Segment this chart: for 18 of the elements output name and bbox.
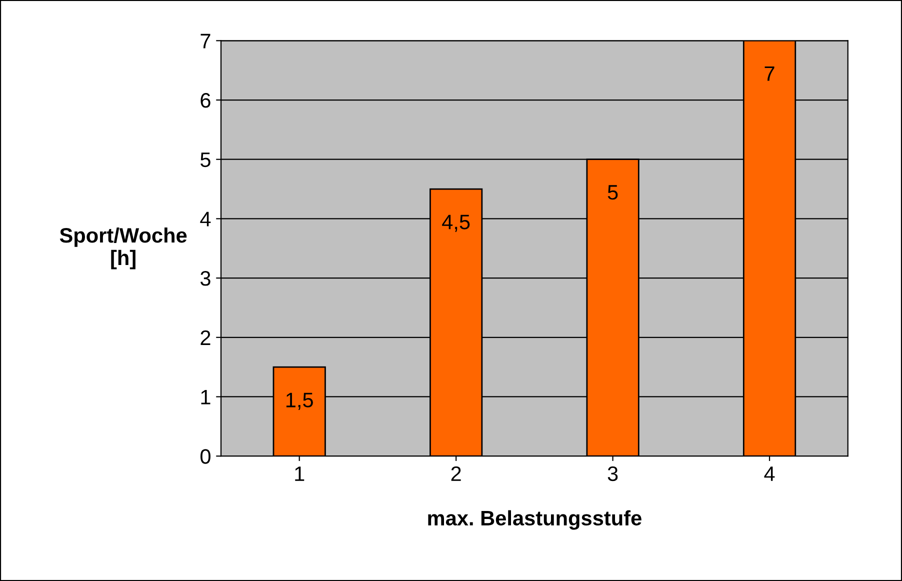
x-tick-label: 2 <box>451 466 461 481</box>
x-tick-label: 1 <box>295 466 304 481</box>
data-label: 5 <box>608 185 618 200</box>
y-tick-label: 1 <box>201 390 210 404</box>
y-axis-title: Sport/Woche [h] <box>60 227 187 270</box>
y-tick-label: 3 <box>200 271 210 286</box>
y-tick-label: 5 <box>200 152 210 168</box>
data-label: 4,5 <box>442 214 470 232</box>
y-tick-label: 6 <box>200 93 210 108</box>
y-tick-label: 7 <box>200 34 210 48</box>
y-tick-label: 4 <box>200 212 211 226</box>
x-axis-title: max. Belastungsstufe <box>428 510 642 530</box>
data-label: 1,5 <box>286 392 313 410</box>
x-tick-label: 4 <box>764 466 775 481</box>
y-tick-label: 2 <box>200 330 210 345</box>
data-label: 7 <box>764 66 774 81</box>
y-tick-label: 0 <box>200 449 210 464</box>
x-tick-label: 3 <box>608 466 618 482</box>
